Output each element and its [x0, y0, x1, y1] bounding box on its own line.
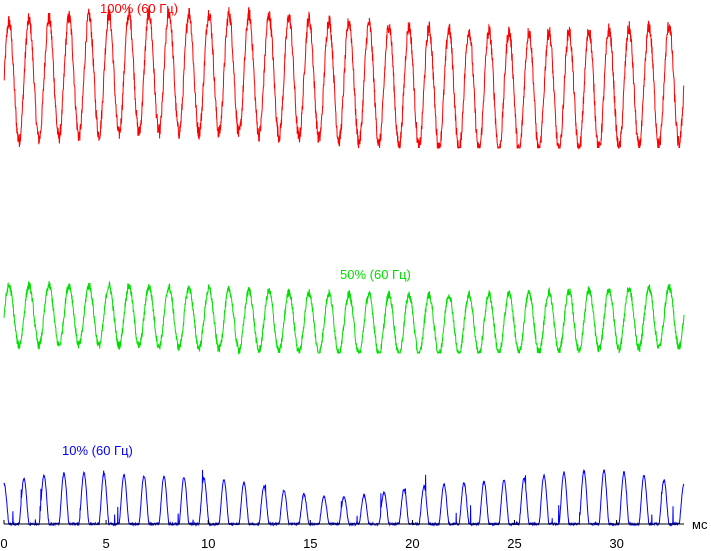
x-ticks: 0 5 10 15 20 25 30	[0, 520, 624, 551]
series-label-50: 50% (60 Гц)	[340, 267, 411, 282]
x-unit-label: мс	[692, 517, 708, 532]
series-label-100: 100% (60 Гц)	[100, 1, 178, 16]
series-label-10: 10% (60 Гц)	[62, 443, 133, 458]
series-line-50	[3, 280, 685, 355]
x-tick-label-3: 15	[303, 536, 317, 551]
x-tick-label-0: 0	[0, 536, 7, 551]
series-line-100	[3, 5, 685, 150]
x-tick-label-5: 25	[507, 536, 521, 551]
x-tick-label-1: 5	[102, 536, 109, 551]
x-tick-label-4: 20	[405, 536, 419, 551]
x-tick-label-2: 10	[201, 536, 215, 551]
series-labels: 100% (60 Гц) 50% (60 Гц) 10% (60 Гц)	[62, 1, 411, 458]
x-tick-label-6: 30	[609, 536, 623, 551]
series-line-10	[3, 469, 685, 527]
